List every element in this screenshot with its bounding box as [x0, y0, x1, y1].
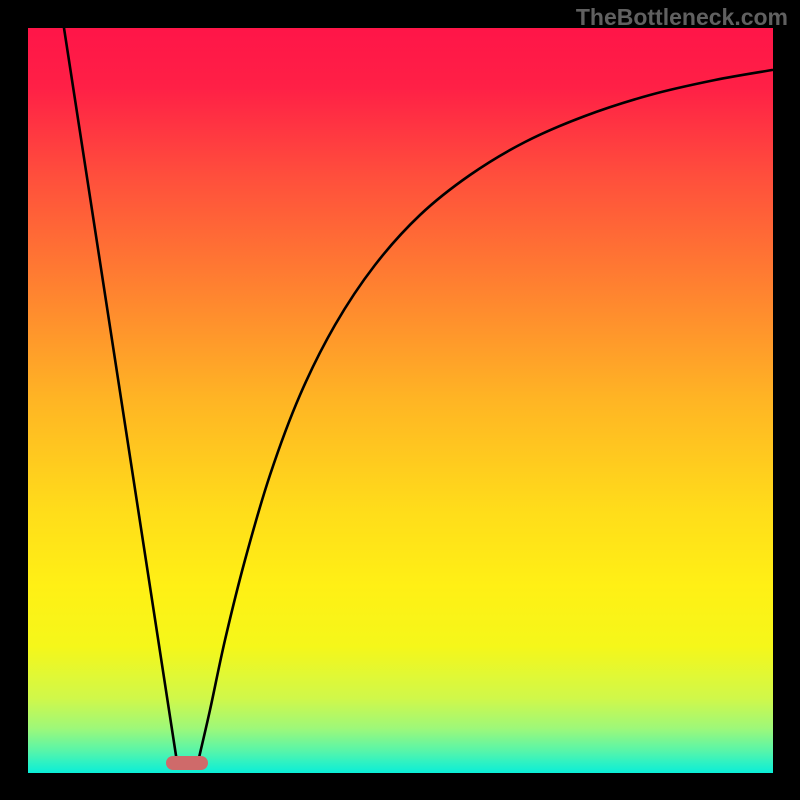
- left-line: [64, 28, 177, 762]
- plot-area: [28, 28, 773, 773]
- watermark-text: TheBottleneck.com: [576, 4, 788, 31]
- right-curve: [198, 70, 772, 762]
- curves-layer: [28, 28, 773, 773]
- bottleneck-marker: [166, 756, 208, 770]
- chart-container: TheBottleneck.com: [0, 0, 800, 800]
